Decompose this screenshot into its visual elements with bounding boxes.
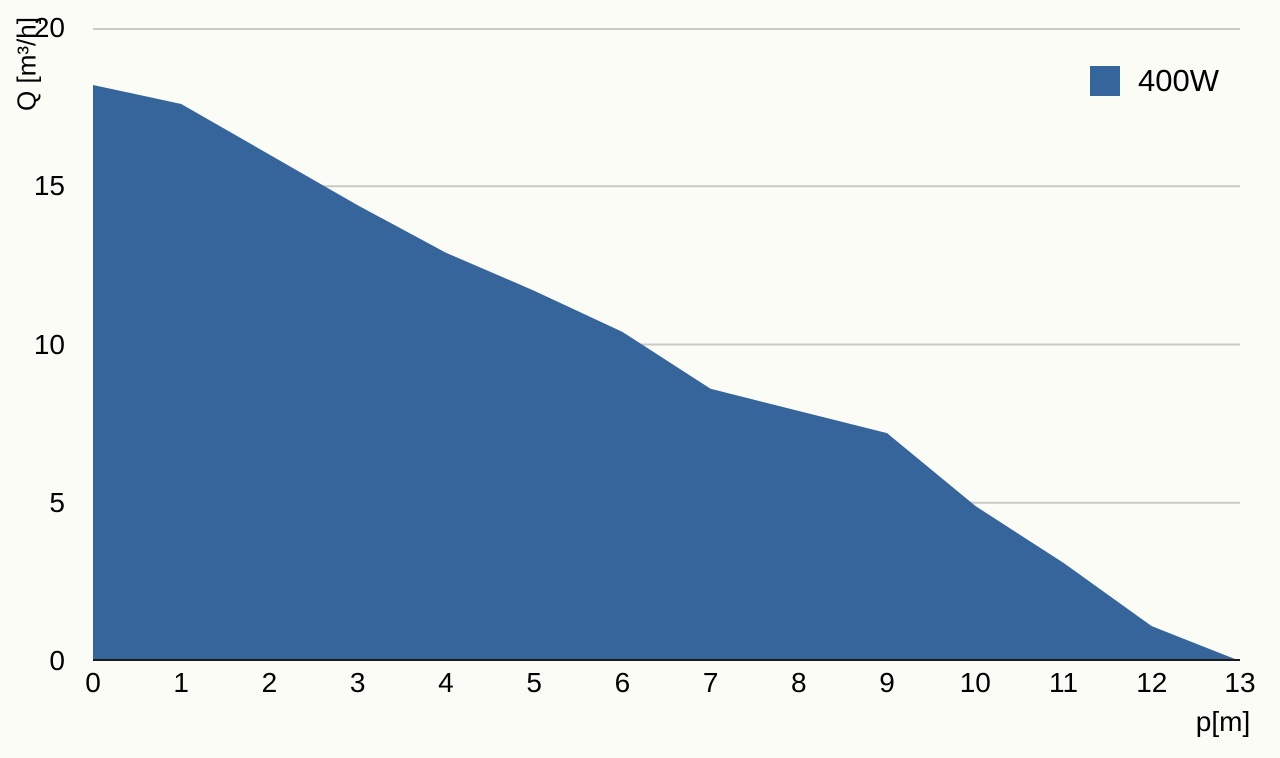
x-tick-label-8: 8 xyxy=(791,667,807,698)
y-tick-label-10: 10 xyxy=(33,328,65,360)
legend: 400W xyxy=(1090,65,1219,96)
y-tick-label-5: 5 xyxy=(49,486,65,518)
x-tick-label-11: 11 xyxy=(1048,667,1079,698)
x-tick-label-6: 6 xyxy=(614,667,631,698)
x-axis-title: p[m] xyxy=(1195,706,1251,737)
area-series-400w xyxy=(93,84,1240,661)
x-tick-label-2: 2 xyxy=(261,667,278,698)
x-tick-label-5: 5 xyxy=(526,667,542,698)
y-tick-label-20: 20 xyxy=(33,12,65,43)
plot-area xyxy=(93,28,1240,661)
x-tick-label-10: 10 xyxy=(959,667,991,698)
y-tick-label-15: 15 xyxy=(33,170,65,202)
x-tick-label-7: 7 xyxy=(702,667,719,698)
x-axis-line xyxy=(93,659,1240,661)
chart-canvas xyxy=(93,28,1240,661)
x-tick-label-0: 0 xyxy=(85,667,101,698)
x-tick-label-9: 9 xyxy=(879,667,895,698)
x-tick-label-4: 4 xyxy=(438,667,454,698)
x-tick-label-12: 12 xyxy=(1136,667,1168,698)
legend-label-400w: 400W xyxy=(1138,63,1219,98)
x-tick-label-13: 13 xyxy=(1224,667,1256,698)
y-tick-label-0: 0 xyxy=(49,645,65,676)
legend-swatch-400w xyxy=(1090,65,1120,96)
x-tick-label-3: 3 xyxy=(349,667,366,698)
x-tick-label-1: 1 xyxy=(173,667,190,698)
